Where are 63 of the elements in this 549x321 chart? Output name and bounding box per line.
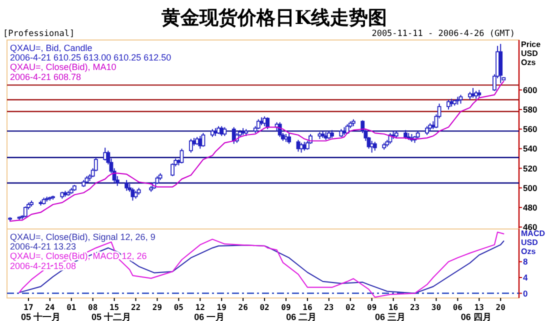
x-tick-label: 09 xyxy=(281,303,291,312)
candlestick xyxy=(189,138,193,154)
text: [Professional] xyxy=(3,29,75,39)
x-tick-label: 20 xyxy=(496,303,506,312)
x-tick-label: 17 xyxy=(24,303,34,312)
y-tick-label: 480 xyxy=(523,202,538,212)
candlestick xyxy=(201,132,206,148)
x-tick-label: 01 xyxy=(66,303,76,312)
text: QXAU=, Close(Bid), Signal 12, 26, 9 xyxy=(10,232,156,242)
candlestick xyxy=(124,180,129,192)
y-tick-label: 8 xyxy=(523,256,528,267)
x-tick-label: 15 xyxy=(109,303,120,312)
y-tick-label: 520 xyxy=(523,163,538,174)
x-tick-label: 30 xyxy=(431,303,442,312)
x-tick-label: 08 xyxy=(88,303,98,312)
y-tick-label: 580 xyxy=(523,104,538,115)
candlestick xyxy=(180,148,184,164)
chart-subtitle: 2005-11-11 - 2006-4-26 (GMT) xyxy=(372,29,515,39)
y-axis-title: MACD USD Ozs xyxy=(521,229,546,256)
annotation: 2006-4-21 608.78 xyxy=(10,72,82,82)
candlestick xyxy=(266,116,270,130)
candlestick xyxy=(256,118,260,130)
x-tick-label: 09 xyxy=(367,303,377,312)
x-tick-label: 12 xyxy=(195,303,206,312)
chart-title: 黄金现货价格日K线走势图 xyxy=(160,7,388,29)
y-tick-label: 600 xyxy=(523,84,538,95)
x2-tick-label: 05 十二月 xyxy=(91,312,131,321)
candlestick xyxy=(170,162,175,177)
x-tick-label: 23 xyxy=(324,303,334,312)
annotation: 2006-4-21 13.23 xyxy=(10,242,76,252)
x-tick-label: 16 xyxy=(388,303,398,312)
candlestick xyxy=(498,43,503,84)
y-tick-label: 500 xyxy=(523,182,538,193)
x2-tick-label: 05 十一月 xyxy=(20,312,60,321)
x-tick-label: 26 xyxy=(238,303,248,312)
x-tick-label: 06 xyxy=(452,303,463,312)
y-tick-label: 4 xyxy=(523,272,528,282)
x-tick-label: 16 xyxy=(302,303,312,312)
x-tick-label: 23 xyxy=(410,303,420,312)
candlestick xyxy=(287,132,292,144)
x-tick-label: 02 xyxy=(260,303,270,312)
x-tick-label: 02 xyxy=(346,303,356,312)
text: QXAU=, Bid, Candle xyxy=(10,43,92,53)
x-tick-label: 05 xyxy=(174,303,184,312)
x2-tick-label: 06 二月 xyxy=(286,312,317,321)
annotation: 2006-4-21 610.25 613.00 610.25 612.50 xyxy=(10,52,172,63)
y-axis-title: Price USD Ozs xyxy=(521,40,542,67)
x-tick-label: 22 xyxy=(130,303,141,312)
candlestick xyxy=(345,124,350,135)
x-tick-label: 19 xyxy=(216,303,227,312)
x2-tick-label: 06 三月 xyxy=(374,312,406,321)
candlestick xyxy=(23,206,28,218)
candlestick xyxy=(278,122,282,138)
x-tick-label: 13 xyxy=(474,303,484,312)
x-tick-label: 29 xyxy=(152,303,162,312)
y-tick-label: 0 xyxy=(523,288,528,298)
x2-tick-label: 06 一月 xyxy=(194,312,225,321)
candlestick xyxy=(446,99,450,110)
text: QXAU=, Close(Bid), MA10 xyxy=(10,62,116,72)
y-tick-label: 540 xyxy=(523,144,538,154)
y-tick-label: 560 xyxy=(523,124,538,134)
x-tick-label: 24 xyxy=(45,303,55,312)
x2-tick-label: 06 四月 xyxy=(460,312,492,321)
